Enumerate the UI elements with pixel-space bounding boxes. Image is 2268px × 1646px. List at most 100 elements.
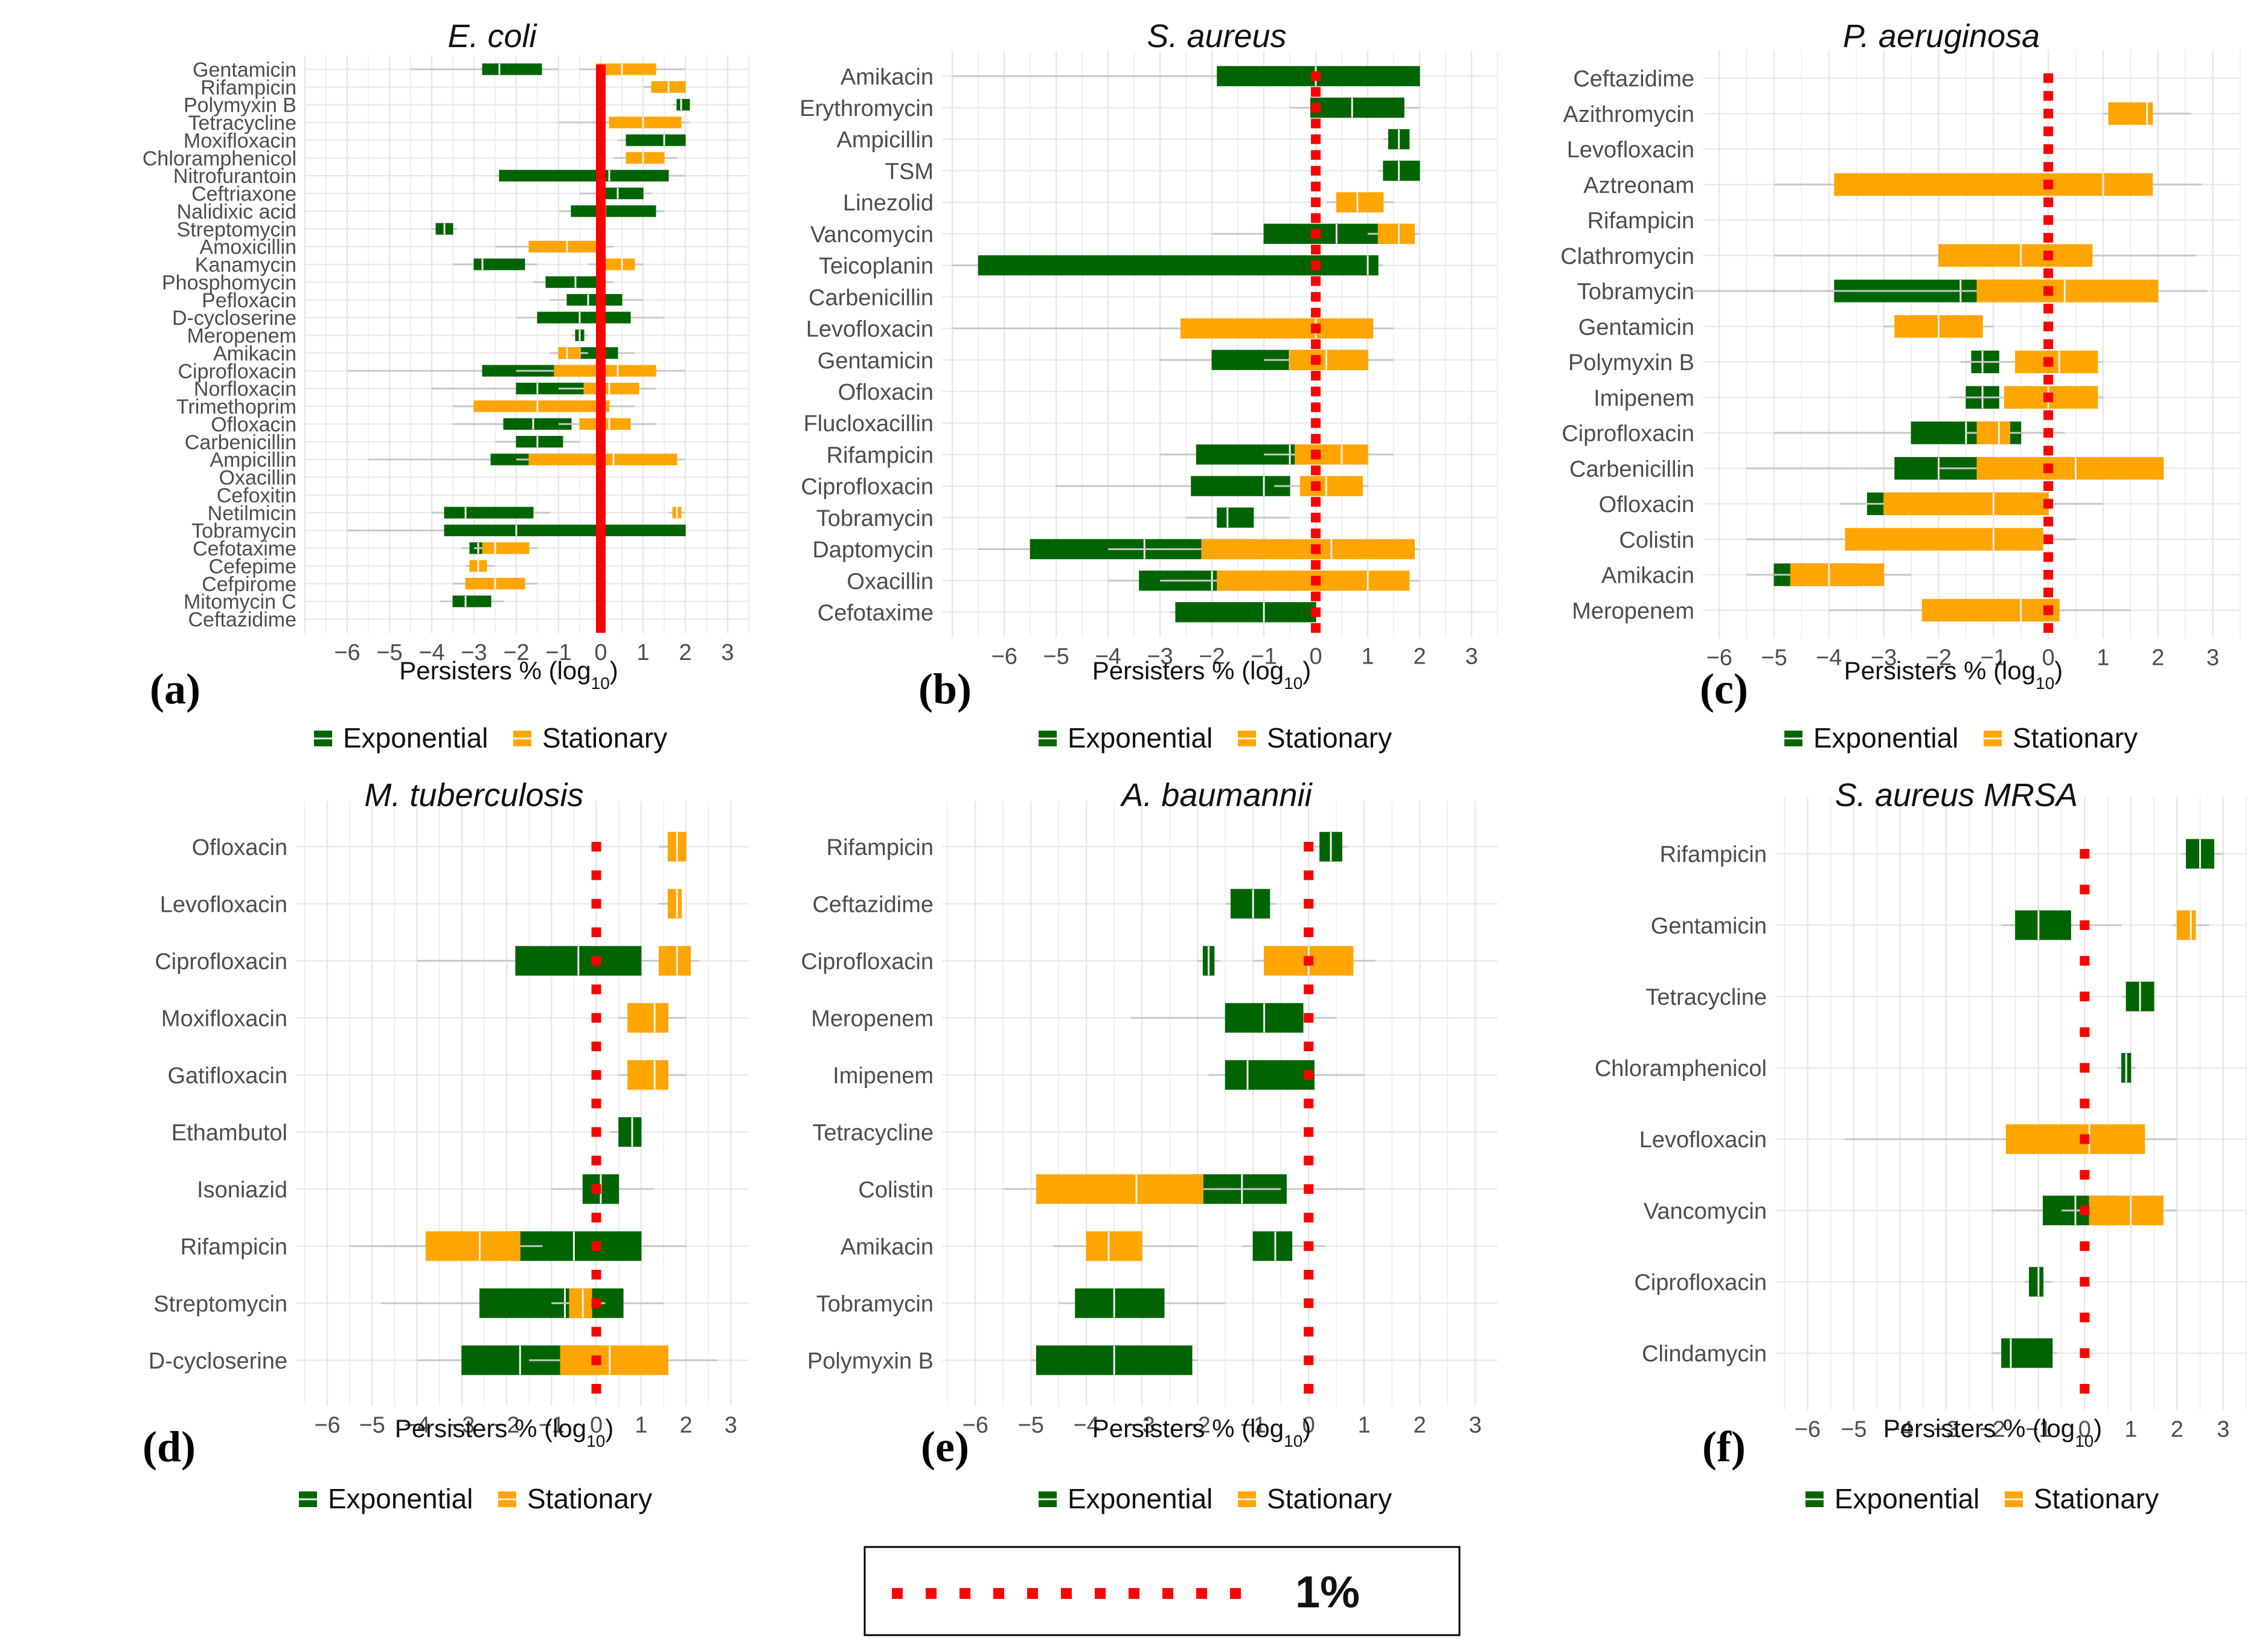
threshold-dot <box>2043 534 2054 545</box>
box-exponential <box>2029 1267 2044 1297</box>
category-label: Oxacillin <box>219 467 296 490</box>
x-tick-label: 2 <box>2171 1417 2183 1442</box>
category-label: Levofloxacin <box>1567 138 1694 163</box>
threshold-dot <box>1311 607 1321 617</box>
threshold-dot <box>596 348 606 358</box>
box-exponential <box>537 312 631 324</box>
box-stationary <box>1336 192 1384 213</box>
threshold-dot <box>596 144 606 154</box>
box-stationary <box>667 889 682 919</box>
threshold-dot <box>596 295 606 305</box>
x-tick-label: −5 <box>1043 644 1069 670</box>
threshold-dot <box>2043 304 2054 314</box>
x-tick-label: −2 <box>1926 645 1952 671</box>
box-exponential <box>482 63 542 75</box>
box-stationary <box>1086 1231 1142 1261</box>
category-label: Streptomycin <box>153 1292 287 1317</box>
threshold-dot <box>596 179 606 190</box>
x-tick-label: 2 <box>2151 645 2164 671</box>
threshold-dot <box>1311 591 1321 601</box>
legend-label-stationary: Stationary <box>2013 722 2138 754</box>
threshold-dot <box>2043 569 2054 580</box>
threshold-dot <box>2043 552 2054 562</box>
x-tick-label: −4 <box>1095 644 1121 670</box>
category-label: Levofloxacin <box>806 317 934 342</box>
panel-legend: Exponential Stationary <box>314 722 667 754</box>
threshold-dot <box>2080 1312 2090 1322</box>
category-label: Linezolid <box>843 191 934 216</box>
x-tick-label: 3 <box>725 1412 737 1438</box>
panel-title: P. aeruginosa <box>1843 18 2040 54</box>
category-label: Amikacin <box>841 1234 934 1260</box>
threshold-dot <box>1304 1327 1314 1337</box>
category-label: Rifampicin <box>1587 208 1694 234</box>
threshold-dot <box>2043 197 2054 207</box>
threshold-dot <box>1311 544 1321 554</box>
threshold-dot <box>596 162 606 172</box>
box-stationary <box>482 542 530 554</box>
threshold-dot <box>1311 118 1321 129</box>
threshold-dot <box>596 330 606 341</box>
threshold-dot <box>1311 307 1321 318</box>
threshold-dot <box>596 605 606 615</box>
box-exponential <box>473 258 525 271</box>
panel-letter: (f) <box>1702 1423 1746 1471</box>
threshold-dot <box>2043 232 2054 243</box>
category-label: Trimethoprim <box>176 395 296 418</box>
box-stationary <box>473 400 610 412</box>
threshold-dot <box>596 73 606 83</box>
category-label: Amoxicillin <box>199 236 296 259</box>
panel-legend: Exponential Stationary <box>1039 722 1392 754</box>
threshold-dot <box>591 1156 601 1165</box>
threshold-dot <box>596 188 606 199</box>
x-tick-label: 1 <box>1361 644 1374 670</box>
category-label: Rifampicin <box>200 76 296 99</box>
threshold-dot <box>596 170 606 181</box>
threshold-dot <box>1304 870 1314 880</box>
category-label: Ceftazidime <box>812 892 934 917</box>
threshold-dot <box>596 100 606 110</box>
threshold-dot <box>1311 197 1321 207</box>
x-axis-label: Persisters % (log10) <box>399 656 618 693</box>
threshold-dot <box>591 1355 601 1365</box>
category-label: Erythromycin <box>799 96 934 121</box>
threshold-dot <box>1304 1156 1314 1165</box>
threshold-dot <box>1304 1241 1314 1251</box>
threshold-dot <box>596 312 606 322</box>
box-exponential <box>1191 476 1290 496</box>
box-exponential <box>1075 1288 1165 1318</box>
box-exponential <box>545 276 601 288</box>
category-label: Vancomycin <box>810 222 934 248</box>
threshold-dot <box>596 91 606 101</box>
panel-legend: Exponential Stationary <box>1805 1483 2159 1514</box>
threshold-dot <box>1304 927 1314 937</box>
category-label: Imipenem <box>1594 386 1694 411</box>
category-label: Ciprofloxacin <box>178 360 296 383</box>
threshold-dot <box>591 1098 601 1109</box>
category-label: Clathromycin <box>1560 244 1694 269</box>
category-label: Tetracycline <box>812 1120 934 1145</box>
threshold-dot <box>596 268 606 278</box>
x-tick-label: −6 <box>314 1412 340 1438</box>
x-tick-label: 3 <box>2206 645 2219 671</box>
category-label: Streptomycin <box>177 218 296 241</box>
threshold-dot <box>596 242 606 252</box>
x-tick-label: 0 <box>2078 1417 2091 1442</box>
category-label: Ciprofloxacin <box>155 949 287 975</box>
threshold-dot <box>596 508 606 518</box>
x-tick-label: −2 <box>1979 1417 2005 1442</box>
x-tick-label: 0 <box>590 1412 603 1438</box>
category-label: Tobramycin <box>191 520 296 543</box>
threshold-dot <box>1304 1184 1314 1194</box>
threshold-dot <box>2043 286 2054 296</box>
legend-label-exponential: Exponential <box>1834 1483 1979 1514</box>
threshold-dot <box>1304 1070 1314 1080</box>
threshold-dot <box>596 401 606 411</box>
threshold-dot <box>596 392 606 403</box>
legend-label-exponential: Exponential <box>343 722 488 754</box>
box-stationary <box>1976 456 2164 480</box>
threshold-dot <box>1311 418 1321 428</box>
box-stationary <box>1299 476 1363 496</box>
x-tick-label: −2 <box>1199 644 1225 670</box>
